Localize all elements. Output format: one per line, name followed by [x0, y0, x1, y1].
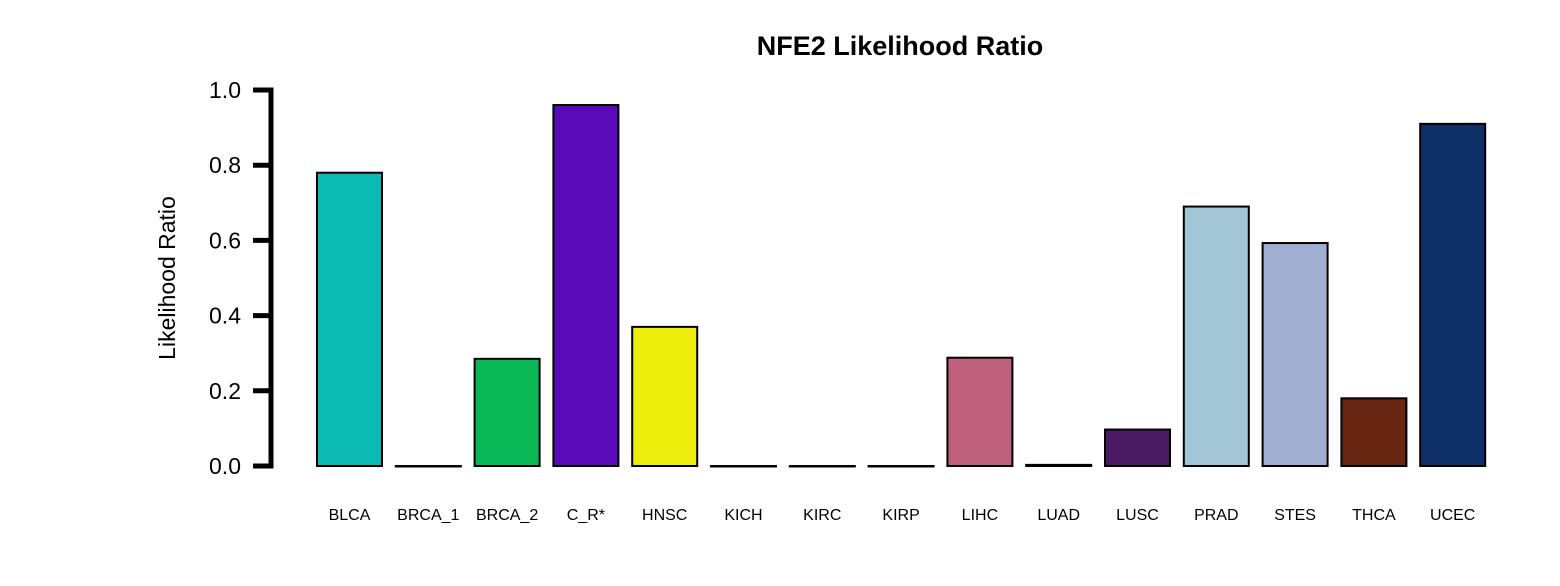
x-tick-label: LUAD [1037, 507, 1080, 524]
x-tick-label: BRCA_1 [397, 507, 459, 524]
bar-blca [316, 171, 383, 467]
x-tick-label: UCEC [1430, 507, 1475, 524]
bar-c-r [552, 104, 620, 467]
x-tick-label: LUSC [1116, 507, 1159, 524]
x-tick-label: C_R* [567, 507, 605, 524]
bars-group [316, 104, 1487, 468]
x-tick-label: BLCA [329, 507, 371, 524]
x-tick-label: KICH [724, 507, 762, 524]
x-tick-label: LIHC [962, 507, 998, 524]
bar-kirc [788, 465, 856, 468]
x-tick-label: STES [1274, 507, 1316, 524]
bar-brca-2 [473, 357, 541, 467]
x-tick-label: KIRC [803, 507, 841, 524]
x-axis-tick-labels: BLCA BRCA_1 BRCA_2 C_R* HNSC KICH KIRC KIRP LIHC… [329, 507, 1476, 524]
y-tick-label: 0.4 [209, 303, 241, 329]
y-tick-label: 1.0 [209, 77, 241, 103]
bar-lihc [946, 356, 1014, 468]
chart-title: NFE2 Likelihood Ratio [757, 31, 1044, 61]
y-tick-label: 0.2 [209, 378, 241, 404]
x-tick-label: KIRP [882, 507, 919, 524]
y-tick-label: 0.0 [209, 453, 241, 479]
y-tick-label: 0.8 [209, 152, 241, 178]
y-tick-label: 0.6 [209, 227, 241, 253]
y-axis-label: Likelihood Ratio [154, 196, 180, 360]
bar-prad [1182, 205, 1250, 467]
x-tick-label: THCA [1352, 507, 1396, 524]
y-axis: 0.0 0.2 0.4 0.6 0.8 1.0 [209, 77, 274, 479]
bar-hnsc [631, 325, 699, 467]
x-tick-label: HNSC [642, 507, 687, 524]
bar-kirp [867, 465, 935, 468]
bar-stes [1261, 242, 1329, 467]
bar-luad [1025, 463, 1093, 468]
bar-thca [1340, 397, 1408, 468]
bar-kich [710, 465, 777, 468]
bar-brca-1 [394, 465, 462, 468]
x-tick-label: PRAD [1194, 507, 1238, 524]
x-tick-label: BRCA_2 [476, 507, 538, 524]
bar-ucec [1419, 122, 1487, 467]
bar-lusc [1104, 428, 1171, 468]
